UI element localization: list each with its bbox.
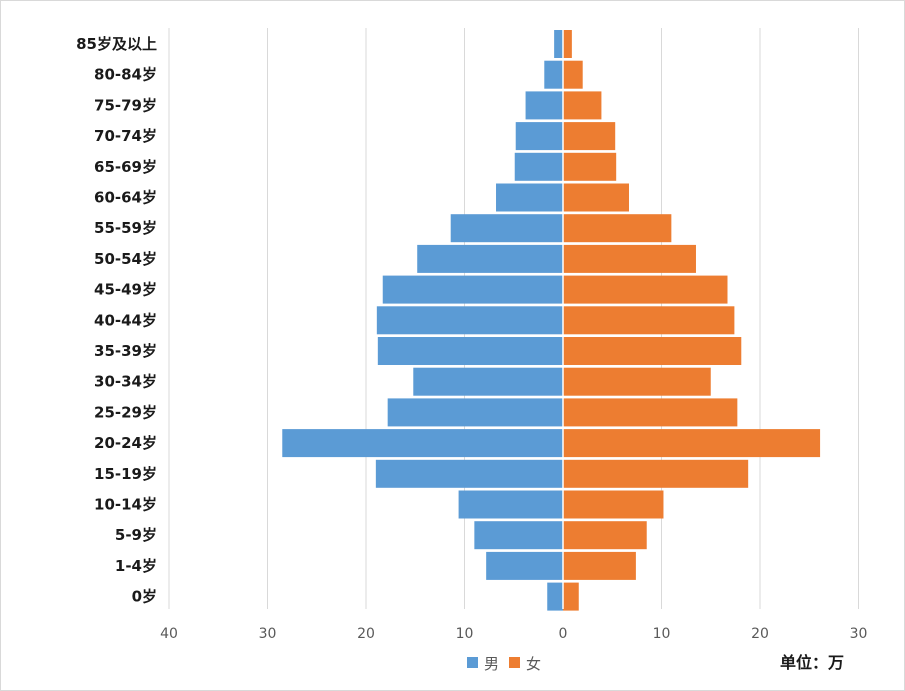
bar-female xyxy=(563,521,647,550)
unit-label: 单位：万 xyxy=(780,653,844,672)
category-label: 45-49岁 xyxy=(94,281,157,299)
category-label: 65-69岁 xyxy=(94,158,157,176)
category-label: 30-34岁 xyxy=(94,373,157,391)
category-label: 70-74岁 xyxy=(94,127,157,145)
x-tick-label: 40 xyxy=(160,626,178,642)
category-label: 0岁 xyxy=(132,588,157,606)
x-tick-label: 30 xyxy=(259,626,277,642)
category-label: 25-29岁 xyxy=(94,403,157,421)
bar-male xyxy=(544,60,563,89)
bar-female xyxy=(563,490,664,519)
bar-male xyxy=(413,367,563,396)
category-label: 80-84岁 xyxy=(94,66,157,84)
bar-male xyxy=(375,459,563,488)
bar-male xyxy=(515,122,563,151)
bar-male xyxy=(450,214,563,243)
bar-female xyxy=(563,183,629,212)
bar-female xyxy=(563,459,749,488)
bars xyxy=(282,28,821,611)
bar-female xyxy=(563,60,583,89)
bar-male xyxy=(282,429,563,458)
category-label: 60-64岁 xyxy=(94,189,157,207)
legend-swatch-male xyxy=(467,657,478,668)
category-label: 40-44岁 xyxy=(94,311,157,329)
bar-male xyxy=(382,275,563,304)
category-label: 10-14岁 xyxy=(94,496,157,514)
bar-male xyxy=(474,521,563,550)
bar-female xyxy=(563,91,602,120)
bar-female xyxy=(563,429,821,458)
x-tick-label: 10 xyxy=(653,626,671,642)
category-label: 15-19岁 xyxy=(94,465,157,483)
bar-male xyxy=(376,306,563,335)
category-label: 1-4岁 xyxy=(115,557,157,575)
bar-female xyxy=(563,367,711,396)
bar-female xyxy=(563,122,616,151)
bar-female xyxy=(563,275,728,304)
x-tick-label: 10 xyxy=(456,626,474,642)
x-tick-label: 30 xyxy=(850,626,868,642)
x-tick-label: 0 xyxy=(559,626,568,642)
legend-label-male: 男 xyxy=(484,655,499,673)
bar-male xyxy=(377,337,563,365)
legend-label-female: 女 xyxy=(526,655,541,673)
category-label: 55-59岁 xyxy=(94,219,157,237)
x-tick-label: 20 xyxy=(751,626,769,642)
category-label: 20-24岁 xyxy=(94,434,157,452)
category-label: 75-79岁 xyxy=(94,96,157,114)
x-axis-ticks: 40 30 20 10 0 10 20 30 xyxy=(160,626,867,642)
bar-female xyxy=(563,582,579,611)
x-tick-label: 20 xyxy=(357,626,375,642)
bar-female xyxy=(563,551,636,580)
bar-male xyxy=(514,152,563,181)
bar-female xyxy=(563,214,672,243)
category-label: 5-9岁 xyxy=(115,526,157,544)
legend-swatch-female xyxy=(509,657,520,668)
bar-male xyxy=(496,183,563,212)
category-label: 50-54岁 xyxy=(94,250,157,268)
bar-female xyxy=(563,152,617,181)
bar-male xyxy=(417,244,563,273)
bar-male xyxy=(387,398,563,427)
category-label: 85岁及以上 xyxy=(76,35,157,53)
bar-female xyxy=(563,337,742,365)
bar-male xyxy=(486,551,563,580)
bar-female xyxy=(563,306,735,335)
bar-male xyxy=(525,91,563,120)
bar-male xyxy=(458,490,563,519)
category-labels: 85岁及以上 80-84岁 75-79岁 70-74岁 65-69岁 60-64岁 55-5… xyxy=(76,35,157,606)
bar-male xyxy=(547,582,563,611)
bar-male xyxy=(554,30,563,58)
bar-female xyxy=(563,398,738,427)
bar-female xyxy=(563,244,696,273)
legend: 男 女 xyxy=(467,655,541,673)
bar-female xyxy=(563,30,572,58)
category-label: 35-39岁 xyxy=(94,342,157,360)
